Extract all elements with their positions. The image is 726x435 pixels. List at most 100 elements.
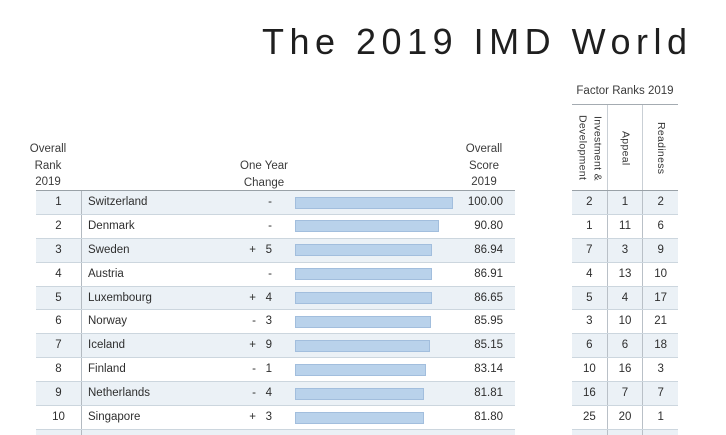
rank-column-divider [81, 262, 82, 286]
rank-column-divider [81, 214, 82, 238]
country-cell: Austria [88, 267, 124, 280]
factor-rank-readiness: 2 [642, 191, 678, 214]
factor-rank-appeal: 20 [606, 406, 643, 429]
rank-column-divider [81, 191, 82, 214]
table-row: 10 Singapore + 3 81.80 25 20 1 [0, 406, 726, 430]
table-row: 4 Austria - 86.91 4 13 10 [0, 262, 726, 287]
score-bar [295, 196, 453, 209]
partial-next-row-factor [572, 430, 678, 435]
country-cell: Denmark [88, 219, 135, 232]
score-cell: 85.95 [474, 315, 503, 328]
change-sign-cell: + [249, 411, 256, 424]
factor-column-label: Appeal [619, 130, 632, 166]
factor-rank-investment-development: 25 [582, 411, 596, 424]
row-band [36, 358, 515, 383]
factor-cell-shade [572, 430, 607, 435]
factor-rank-appeal: 4 [606, 286, 643, 310]
rank-column-divider [81, 406, 82, 429]
country-cell: Sweden [88, 243, 130, 256]
score-cell: 100.00 [467, 196, 503, 208]
country-cell: Switzerland [88, 196, 148, 208]
score-cell: 86.65 [474, 291, 503, 304]
change-value-cell: 4 [265, 291, 272, 304]
factor-cells: 7 3 9 [572, 238, 678, 263]
factor-column-appeal: Appeal [606, 105, 643, 191]
page-title: The 2019 IMD World [262, 21, 693, 62]
factor-rank-appeal: 7 [606, 382, 643, 406]
factor-rank-readiness: 6 [642, 214, 678, 238]
score-bar [295, 315, 431, 328]
score-bar [295, 292, 432, 305]
score-cell: 85.15 [474, 339, 503, 352]
change-sign-cell [236, 215, 256, 239]
change-sign-cell: - [252, 387, 256, 400]
rank-cell: 9 [55, 387, 62, 400]
change-value-cell: 5 [265, 243, 272, 256]
row-band [36, 406, 515, 430]
factor-rank-appeal: 1 [606, 191, 643, 214]
rank-column-divider [81, 286, 82, 310]
rank-cell: 10 [52, 411, 65, 424]
factor-rank-readiness: 9 [642, 238, 678, 262]
score-bar [295, 387, 425, 400]
rank-cell: 1 [55, 196, 62, 208]
rank-cell: 6 [55, 315, 62, 328]
country-cell: Luxembourg [88, 291, 152, 304]
rank-cell: 8 [55, 363, 62, 376]
factor-column-label: Investment & Development [576, 115, 604, 181]
change-sign-cell: + [249, 339, 256, 352]
table-row: 2 Denmark - 90.80 1 11 6 [0, 214, 726, 239]
table-row: 7 Iceland + 9 85.15 6 6 18 [0, 334, 726, 359]
rank-column-divider [81, 334, 82, 358]
factor-rank-investment-development: 3 [586, 315, 593, 328]
factor-cells: 3 10 21 [572, 310, 678, 335]
row-band [36, 262, 515, 287]
score-bar [295, 268, 433, 281]
rank-cell: 4 [55, 267, 62, 280]
change-sign-cell: + [249, 291, 256, 304]
score-cell: 81.80 [474, 411, 503, 424]
change-value-cell: - [268, 219, 272, 232]
factor-cell-shade [642, 430, 678, 435]
column-header-overall-score: Overall Score 2019 [465, 143, 503, 188]
factor-rank-investment-development: 7 [586, 243, 593, 256]
header-separator-left-table [36, 190, 515, 191]
change-sign-cell: + [249, 243, 256, 256]
score-cell: 83.14 [474, 363, 503, 376]
factor-column-readiness: Readiness [642, 105, 678, 191]
factor-cells: 1 11 6 [572, 214, 678, 239]
factor-rank-appeal: 3 [606, 238, 643, 262]
factor-ranks-title: Factor Ranks 2019 [576, 85, 674, 97]
rank-cell: 5 [55, 291, 62, 304]
table-row: 5 Luxembourg + 4 86.65 5 4 17 [0, 286, 726, 311]
factor-rank-investment-development: 6 [586, 339, 593, 352]
factor-ranks-header: Investment & Development Appeal Readines… [572, 104, 678, 191]
factor-rank-investment-development: 4 [586, 267, 593, 280]
score-cell: 81.81 [474, 387, 503, 400]
change-sign-cell: - [252, 363, 256, 376]
factor-rank-appeal: 11 [606, 214, 643, 238]
factor-cells: 5 4 17 [572, 286, 678, 311]
change-value-cell: - [268, 196, 272, 208]
column-header-overall-rank: Overall Rank 2019 [29, 143, 67, 188]
factor-cells: 6 6 18 [572, 334, 678, 359]
factor-rank-readiness: 21 [642, 310, 678, 334]
change-value-cell: 9 [265, 339, 272, 352]
score-cell: 86.94 [474, 243, 503, 256]
factor-cells: 25 20 1 [572, 406, 678, 430]
score-bar [295, 363, 427, 376]
change-value-cell: 4 [265, 387, 272, 400]
rank-cell: 7 [55, 339, 62, 352]
factor-cell-shade [606, 430, 643, 435]
column-header-one-year-change: One Year Change [240, 160, 288, 189]
factor-rank-readiness: 1 [642, 406, 678, 429]
table-row: 1 Switzerland - 100.00 2 1 2 [0, 191, 726, 215]
factor-rank-investment-development: 5 [586, 291, 593, 304]
table-row: 6 Norway - 3 85.95 3 10 21 [0, 310, 726, 335]
factor-cells: 10 16 3 [572, 358, 678, 383]
score-cell: 90.80 [474, 219, 503, 232]
factor-rank-appeal: 6 [606, 334, 643, 358]
factor-cells: 2 1 2 [572, 191, 678, 215]
factor-rank-investment-development: 10 [582, 363, 596, 376]
